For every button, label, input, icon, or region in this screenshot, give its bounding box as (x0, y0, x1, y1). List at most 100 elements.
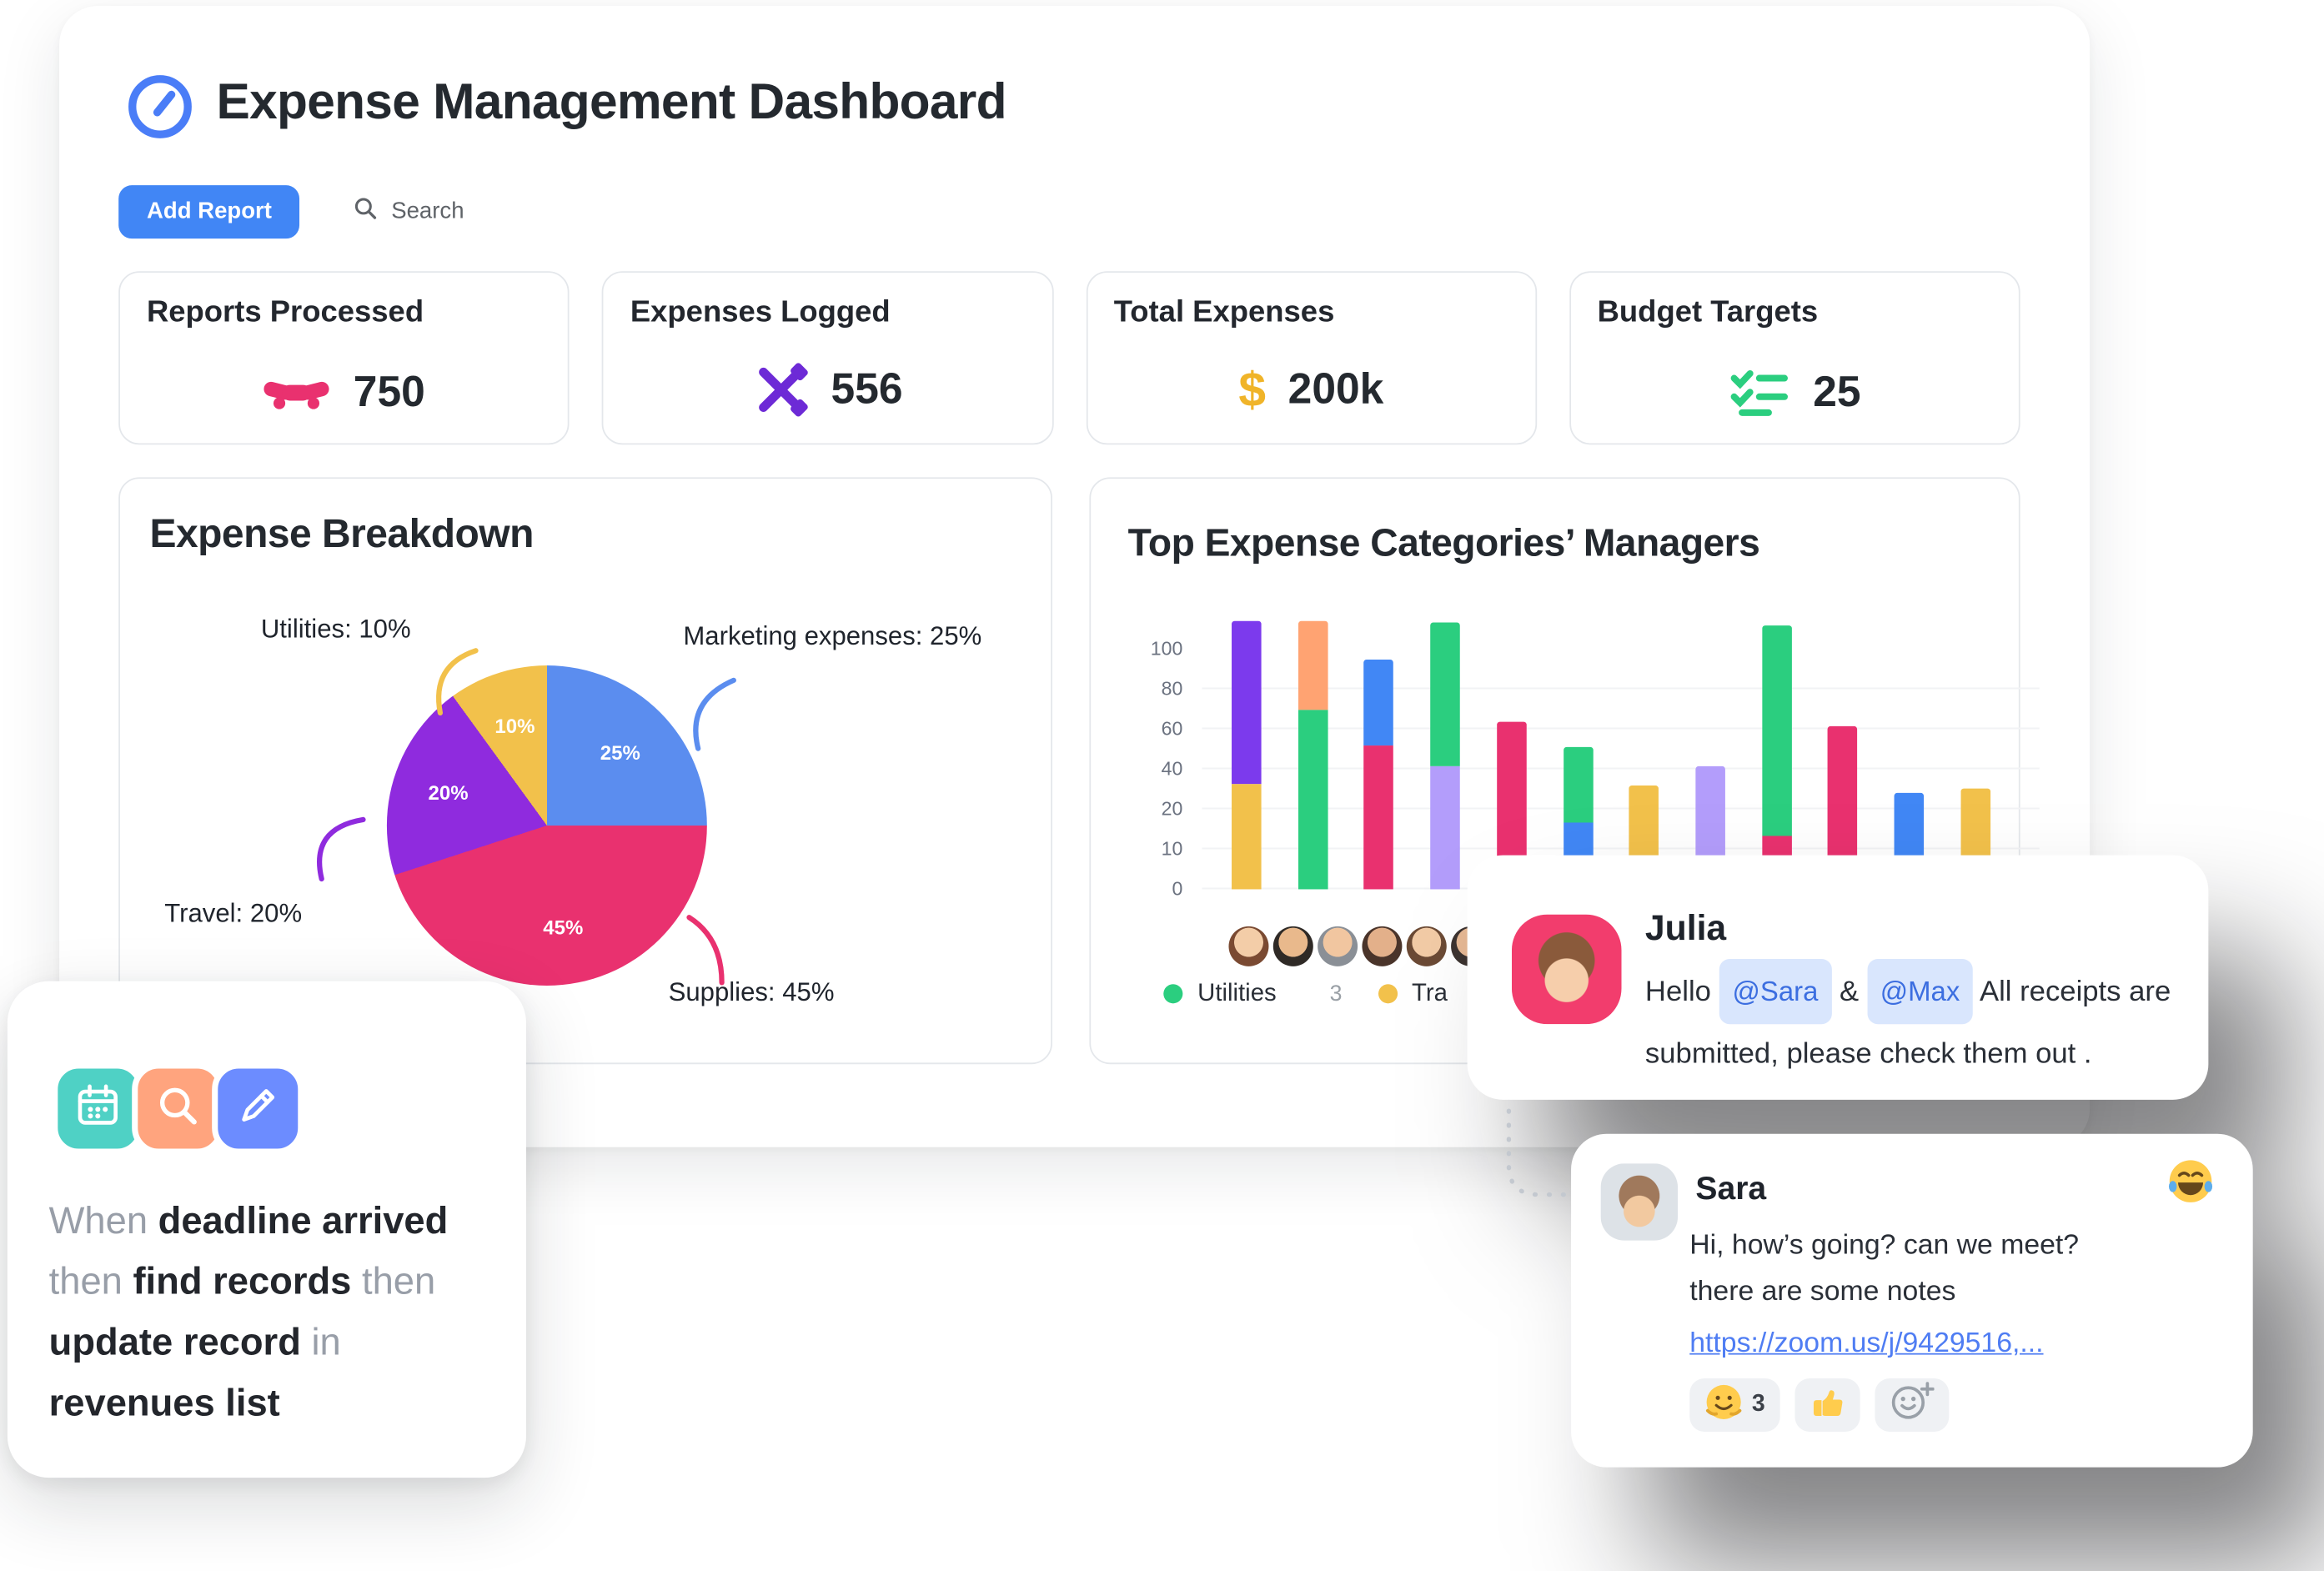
reaction-pill[interactable] (1875, 1378, 1950, 1432)
bar-chart-plot (1202, 620, 2040, 890)
calendar-icon (74, 1082, 122, 1137)
dashboard-logo-icon (124, 71, 195, 142)
bar-segment (1298, 620, 1328, 710)
bar-segment (1761, 625, 1792, 837)
manager-avatar (1318, 926, 1358, 966)
calendar-icon-box (52, 1062, 144, 1155)
bar-segment (1363, 659, 1394, 745)
pie-value-label: 10% (494, 715, 535, 739)
reaction-count: 3 (1751, 1391, 1765, 1418)
automation-card: When deadline arrived then find records … (7, 981, 526, 1478)
pie-chart: 25% 45% 20% 10% (386, 665, 707, 986)
handshake-icon (263, 368, 331, 418)
manager-avatar (1272, 926, 1313, 966)
legend-item: Tra (1378, 980, 1448, 1008)
pie-callout-curve (317, 816, 366, 882)
text-segment: When (48, 1200, 158, 1242)
chat-message-julia: Julia Hello @Sara & @Max All receipts ar… (1467, 855, 2209, 1100)
y-axis-tick-label: 60 (1161, 717, 1183, 740)
reaction-pill[interactable] (1794, 1378, 1860, 1432)
automation-icons-row (52, 1062, 304, 1155)
mention-chip[interactable]: @Sara (1719, 958, 1832, 1025)
stat-card: Reports Processed 750 (118, 271, 570, 445)
bar-segment (1430, 766, 1460, 890)
bar-chart-title: Top Expense Categories’ Managers (1127, 519, 1760, 565)
add-reaction-icon (1890, 1382, 1935, 1429)
text-segment: deadline arrived (158, 1200, 449, 1242)
pie-chart-title: Expense Breakdown (149, 511, 535, 556)
stat-value: 25 (1813, 368, 1861, 416)
text-segment: then (48, 1261, 133, 1303)
chat-author-name: Sara (1695, 1169, 1767, 1207)
message-text: Hello (1644, 975, 1719, 1008)
crossed-tools-icon (752, 362, 809, 419)
legend-dot (1163, 984, 1183, 1004)
stat-value-row: 556 (604, 362, 1052, 419)
stat-value: 750 (353, 368, 425, 416)
julia-avatar (1511, 914, 1622, 1025)
page-title: Expense Management Dashboard (216, 73, 1007, 131)
y-axis-tick-label: 40 (1161, 757, 1183, 780)
reactions-row: 3 (1689, 1378, 1950, 1432)
zoom-link[interactable]: https://zoom.us/j/9429516,... (1689, 1328, 2044, 1359)
y-axis-tick-label: 20 (1161, 797, 1183, 820)
message-line: there are some notes (1689, 1276, 1956, 1307)
y-axis-tick-label: 0 (1172, 877, 1183, 900)
text-segment: in (300, 1322, 341, 1364)
message-text: & (1831, 975, 1867, 1008)
legend-label: Tra (1412, 979, 1448, 1006)
bar-stack (1298, 620, 1328, 890)
search-field[interactable]: Search (338, 185, 479, 238)
y-axis-tick-label: 80 (1161, 677, 1183, 700)
search-icon (353, 196, 378, 228)
stat-label: Expenses Logged (630, 294, 891, 329)
dollar-icon: $ (1238, 361, 1266, 417)
laughing-emoji (2167, 1157, 2215, 1212)
text-segment: then (351, 1261, 436, 1303)
chat-message-sara: Sara Hi, how’s going? can we meet? there … (1571, 1133, 2253, 1468)
magnifier-icon-box (132, 1062, 224, 1155)
pie-value-label: 45% (543, 916, 584, 940)
chart-legend: Utilities 3 Tra (1163, 980, 1448, 1008)
stat-value-row: 25 (1571, 368, 2019, 418)
text-segment: find records (133, 1261, 352, 1303)
bar-segment (1232, 620, 1262, 784)
bar-segment (1430, 622, 1460, 767)
pie-callout-curve (436, 648, 479, 716)
y-axis-tick-label: 10 (1161, 837, 1183, 860)
search-label: Search (391, 198, 464, 224)
manager-avatar (1362, 926, 1403, 966)
pie-label-supplies: Supplies: 45% (668, 976, 835, 1006)
sara-avatar (1600, 1163, 1679, 1241)
bar-stack (1232, 620, 1262, 890)
stat-value-row: 750 (120, 368, 568, 418)
stat-card: Expenses Logged 556 (602, 271, 1053, 445)
stat-label: Reports Processed (146, 294, 424, 329)
magnifier-icon (154, 1082, 202, 1137)
pie-label-marketing: Marketing expenses: 25% (683, 620, 982, 651)
bar-stack (1363, 659, 1394, 890)
hug-emoji (1704, 1382, 1743, 1428)
stat-card: Budget Targets 25 (1569, 271, 2020, 445)
pie-value-label: 25% (600, 740, 640, 764)
y-axis: 100 80 60 40 20 10 0 (1132, 637, 1183, 901)
pie-callout-curve (686, 915, 725, 986)
stats-row: Reports Processed 750 Expenses Logged 556 To… (118, 271, 2020, 445)
chat-author-name: Julia (1644, 908, 1727, 949)
edit-icon-box (212, 1062, 304, 1155)
message-text: All receipts are submitted, please check… (1644, 975, 2171, 1071)
stat-card: Total Expenses $200k (1085, 271, 1537, 445)
stat-value: 556 (831, 365, 903, 414)
reaction-pill[interactable]: 3 (1689, 1378, 1780, 1432)
add-report-button[interactable]: Add Report (118, 185, 300, 239)
bar-segment (1363, 745, 1394, 890)
chat-message-text: Hello @Sara & @Max All receipts are subm… (1644, 958, 2208, 1083)
stat-value-row: $200k (1087, 362, 1535, 419)
bar-stack (1430, 622, 1460, 890)
bar-segment (1563, 747, 1593, 822)
stat-value: 200k (1287, 365, 1384, 414)
mention-chip[interactable]: @Max (1866, 958, 1974, 1025)
stat-label: Budget Targets (1597, 294, 1819, 329)
legend-item: Utilities 3 (1163, 980, 1343, 1008)
